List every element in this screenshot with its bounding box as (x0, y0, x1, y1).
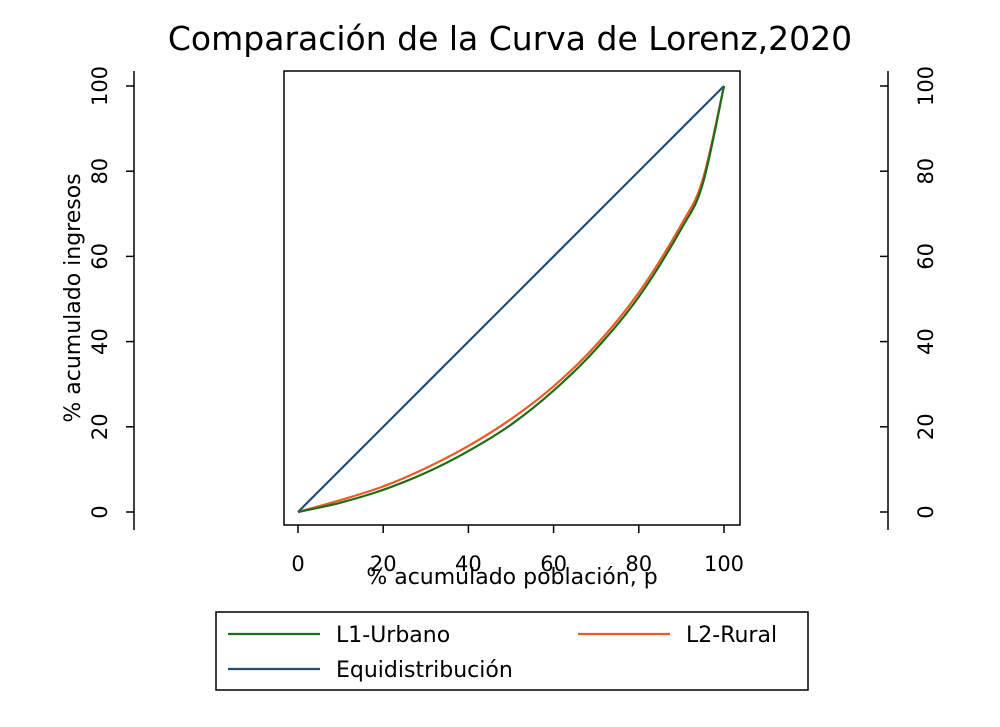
legend-box (215, 611, 809, 691)
y-tick-label-left: 80 (88, 158, 112, 185)
chart-title: Comparación de la Curva de Lorenz,2020 (168, 19, 852, 58)
y-tick-label-right: 80 (914, 158, 938, 185)
series-line-equidistribuci-n (297, 85, 725, 513)
plot-frame (283, 70, 741, 526)
y-tick-label-right: 60 (914, 243, 938, 270)
x-axis-label: % acumulado población, p (366, 565, 657, 590)
y-tick-label-right: 20 (914, 413, 938, 440)
x-tick-label: 100 (704, 552, 744, 576)
y-tick-label-right: 100 (914, 66, 938, 106)
y-tick-label-left: 100 (88, 66, 112, 106)
x-tick-label: 40 (455, 552, 482, 576)
x-tick-label: 20 (370, 552, 397, 576)
legend-label-l2-rural: L2-Rural (686, 623, 777, 648)
series-lines (297, 85, 726, 514)
legend-label-equidistribuci-n: Equidistribución (336, 658, 513, 683)
y-tick-label-right: 40 (914, 328, 938, 355)
series-line-l2-rural (297, 85, 726, 514)
x-tick-label: 60 (540, 552, 567, 576)
y-ticks-right: 0 20 40 60 80 100 (880, 66, 938, 519)
x-tick-label: 0 (291, 552, 304, 576)
legend-label-l1-urbano: L1-Urbano (336, 623, 450, 648)
y-ticks-left: 0 20 40 60 80 100 (88, 66, 134, 519)
series-line-l1-urbano (297, 85, 726, 514)
x-ticks: 0 20 40 60 80 100 (291, 525, 744, 576)
y-tick-label-right: 0 (914, 505, 938, 518)
y-axis-label: % acumulado ingresos (61, 173, 86, 422)
legend: L1-Urbano L2-Rural Equidistribución (228, 623, 777, 683)
y-tick-label-left: 60 (88, 243, 112, 270)
y-tick-label-left: 0 (88, 505, 112, 518)
y-tick-label-left: 20 (88, 413, 112, 440)
y-tick-label-left: 40 (88, 328, 112, 355)
x-tick-label: 80 (625, 552, 652, 576)
